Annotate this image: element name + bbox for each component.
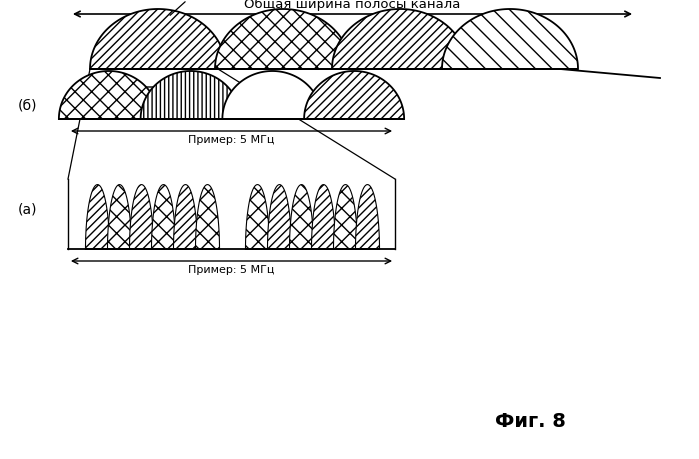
Polygon shape <box>332 10 468 70</box>
Polygon shape <box>173 185 198 249</box>
Polygon shape <box>152 185 175 249</box>
Polygon shape <box>245 185 270 249</box>
Polygon shape <box>90 10 226 70</box>
Text: (б): (б) <box>18 98 38 112</box>
Polygon shape <box>59 72 159 120</box>
Polygon shape <box>215 10 351 70</box>
Text: Пример: 5 МГц: Пример: 5 МГц <box>111 91 197 101</box>
Polygon shape <box>129 185 154 249</box>
Polygon shape <box>85 185 110 249</box>
Text: C: C <box>170 0 199 17</box>
Text: Пример: 5 МГц: Пример: 5 МГц <box>188 134 275 145</box>
Polygon shape <box>289 185 313 249</box>
Text: Общая ширина полосы канала: Общая ширина полосы канала <box>245 0 461 11</box>
Polygon shape <box>356 185 380 249</box>
Polygon shape <box>222 72 322 120</box>
Polygon shape <box>268 185 291 249</box>
Text: Фиг. 8: Фиг. 8 <box>495 412 565 431</box>
Polygon shape <box>108 185 131 249</box>
Polygon shape <box>312 185 336 249</box>
Text: Пример: 5 МГц: Пример: 5 МГц <box>188 264 275 274</box>
Polygon shape <box>333 185 357 249</box>
Text: (a): (a) <box>18 202 38 217</box>
Polygon shape <box>304 72 404 120</box>
Polygon shape <box>196 185 219 249</box>
Polygon shape <box>442 10 578 70</box>
Polygon shape <box>140 72 240 120</box>
